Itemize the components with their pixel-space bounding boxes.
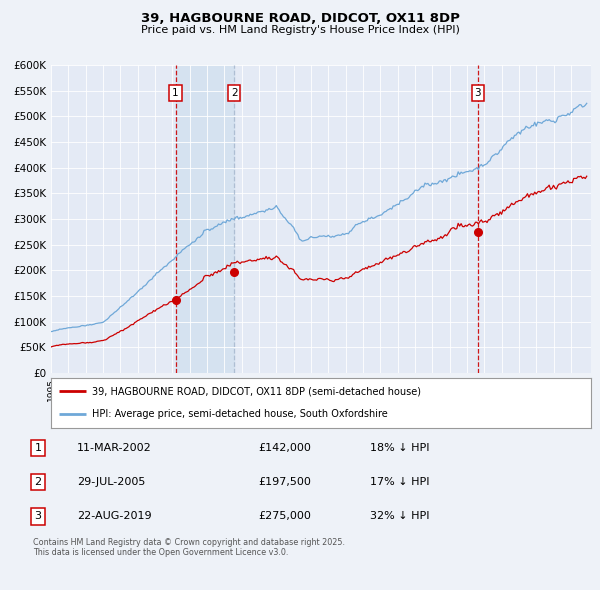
Text: 18% ↓ HPI: 18% ↓ HPI	[370, 443, 430, 453]
Bar	[176, 65, 234, 373]
Text: 32% ↓ HPI: 32% ↓ HPI	[370, 512, 430, 522]
Text: Contains HM Land Registry data © Crown copyright and database right 2025.
This d: Contains HM Land Registry data © Crown c…	[33, 538, 345, 558]
Text: £275,000: £275,000	[259, 512, 311, 522]
Text: 39, HAGBOURNE ROAD, DIDCOT, OX11 8DP: 39, HAGBOURNE ROAD, DIDCOT, OX11 8DP	[140, 12, 460, 25]
Text: Price paid vs. HM Land Registry's House Price Index (HPI): Price paid vs. HM Land Registry's House …	[140, 25, 460, 35]
Text: 1: 1	[34, 443, 41, 453]
Text: 22-AUG-2019: 22-AUG-2019	[77, 512, 152, 522]
Text: 2: 2	[34, 477, 41, 487]
Text: 17% ↓ HPI: 17% ↓ HPI	[370, 477, 430, 487]
Text: 29-JUL-2005: 29-JUL-2005	[77, 477, 145, 487]
Text: 3: 3	[34, 512, 41, 522]
Text: 11-MAR-2002: 11-MAR-2002	[77, 443, 152, 453]
Text: 2: 2	[231, 88, 238, 98]
Text: 39, HAGBOURNE ROAD, DIDCOT, OX11 8DP (semi-detached house): 39, HAGBOURNE ROAD, DIDCOT, OX11 8DP (se…	[91, 386, 421, 396]
Text: 3: 3	[475, 88, 481, 98]
Text: 1: 1	[172, 88, 179, 98]
Text: £197,500: £197,500	[259, 477, 311, 487]
Text: HPI: Average price, semi-detached house, South Oxfordshire: HPI: Average price, semi-detached house,…	[91, 409, 387, 419]
Text: £142,000: £142,000	[259, 443, 311, 453]
